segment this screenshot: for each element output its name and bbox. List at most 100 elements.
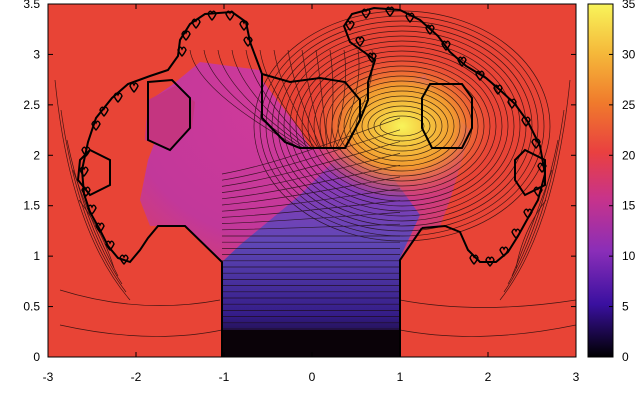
contour-ring (301, 50, 503, 202)
contour-ring (289, 40, 515, 212)
colorbar-axis: 0 5 10 15 20 25 30 35 (609, 0, 636, 364)
contour-line (231, 49, 310, 149)
fractal-leaf (355, 36, 365, 47)
contour-line (499, 79, 571, 301)
contour-ring (337, 80, 467, 172)
fractal-leaf (485, 256, 495, 267)
y-tick-label: 2 (33, 148, 40, 162)
contour-ring (379, 115, 425, 137)
contour-ring (325, 70, 479, 182)
contour-ring (361, 100, 443, 152)
fractal-fringe (79, 6, 547, 267)
colorbar-tick-label: 0 (622, 350, 629, 364)
fractal-leaf (225, 10, 235, 21)
fractal-leaf (385, 6, 395, 17)
colorbar-tick-label: 30 (622, 47, 636, 61)
contour-ring (259, 15, 545, 237)
contour-line (399, 324, 576, 337)
contour-line (221, 176, 401, 206)
contour-line (273, 49, 319, 149)
x-tick-label: 1 (397, 370, 404, 384)
fractal-leaf (177, 46, 187, 57)
contour-ring (367, 105, 437, 147)
plot-area (48, 4, 576, 357)
fractal-leaf (531, 138, 541, 149)
contour-line (221, 223, 401, 231)
y-tick-label: 0 (33, 350, 40, 364)
contour-line (217, 49, 307, 149)
contour-line (221, 141, 401, 187)
contour-ring (373, 110, 431, 142)
fractal-leaf (475, 70, 485, 81)
colorbar-tick-label: 10 (622, 249, 636, 263)
fractal-leaf (523, 208, 533, 219)
hot-spot (307, 51, 497, 201)
contour-line (503, 109, 565, 293)
fractal-leaf (361, 8, 371, 19)
fractal-leaf (191, 18, 201, 29)
contour-line (515, 199, 547, 269)
contour-ring (295, 45, 509, 207)
fractal-leaf (87, 204, 97, 215)
fractal-leaf (207, 10, 217, 21)
stem-gradient (222, 150, 420, 357)
y-tick-label: 3.5 (23, 0, 40, 11)
fractal-leaf (81, 186, 91, 197)
colorbar-tick-label: 25 (622, 98, 636, 112)
fractal-leaf (81, 146, 91, 157)
colorbar-tick-label: 5 (622, 300, 629, 314)
fractal-leaf (441, 40, 451, 51)
fractal-leaf (507, 98, 517, 109)
fractal-leaf (521, 116, 531, 127)
contour-ring (319, 65, 485, 187)
fractal-leaf (425, 24, 435, 35)
contour-line (329, 49, 334, 149)
stem-base (222, 330, 400, 357)
contour-ring (265, 20, 539, 232)
left-branch-blob (145, 86, 195, 150)
fractal-leaf (239, 20, 249, 31)
fractal-leaf (91, 120, 101, 131)
fractal-leaf (119, 254, 129, 265)
fractal-leaf (113, 92, 123, 103)
x-tick-label: -1 (219, 370, 230, 384)
x-tick-label: 0 (309, 370, 316, 384)
fractal-leaf (243, 36, 253, 47)
fractal-leaf (79, 166, 89, 177)
y-axis: 0 0.5 1 1.5 2 2.5 3 3.5 (23, 0, 576, 364)
contour-ring (343, 85, 461, 167)
contour-line (221, 129, 401, 181)
x-tick-label: -3 (43, 370, 54, 384)
y-tick-label: 1.5 (23, 199, 40, 213)
contour-ring (307, 55, 497, 197)
contour-line (301, 49, 325, 149)
fractal-leaf (345, 20, 355, 31)
x-axis: -3 -2 -1 0 1 2 3 (43, 4, 580, 384)
y-tick-label: 3 (33, 47, 40, 61)
contour-ring (349, 90, 455, 162)
contour-line (287, 49, 322, 149)
fractal-leaf (105, 240, 115, 251)
fractal-leaf (181, 30, 191, 41)
fractal-leaf (493, 84, 503, 95)
contour-line (315, 49, 328, 149)
contour-lines (54, 10, 576, 337)
fractal-leaf (469, 254, 479, 265)
y-tick-label: 2.5 (23, 98, 40, 112)
contour-line (507, 139, 559, 285)
colorbar (587, 3, 614, 358)
contour-line (203, 49, 304, 149)
y-tick-label: 0.5 (23, 300, 40, 314)
colorbar-tick-label: 35 (622, 0, 636, 11)
contour-ring (271, 25, 533, 227)
fractal-leaf (405, 12, 415, 23)
x-tick-label: -2 (131, 370, 142, 384)
fractal-leaf (537, 162, 547, 173)
contour-line (245, 49, 313, 149)
y-tick-label: 1 (33, 249, 40, 263)
contour-line (221, 164, 401, 200)
contour-line (221, 188, 401, 212)
contour-line (59, 324, 223, 337)
contour-line (221, 153, 401, 193)
